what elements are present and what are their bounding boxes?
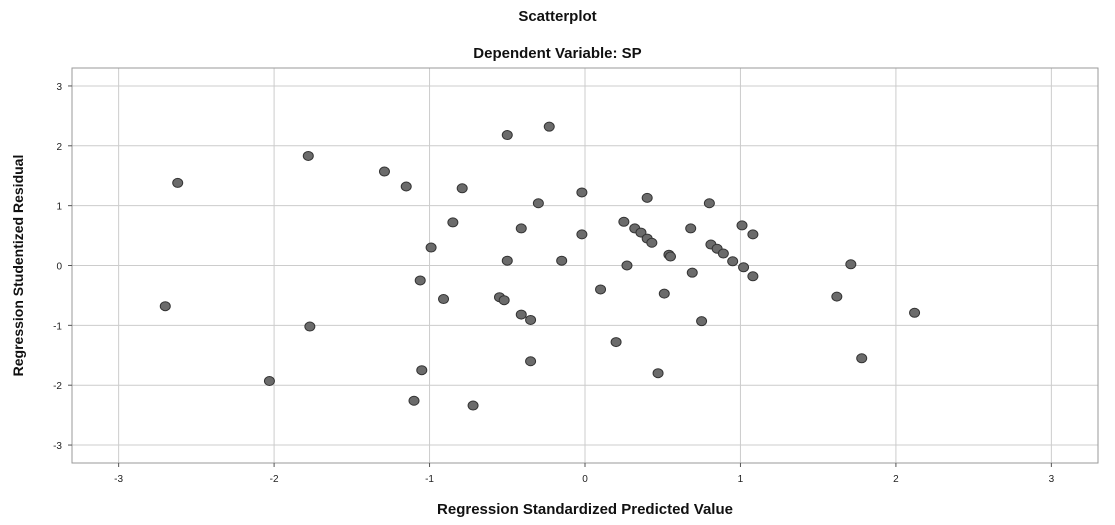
- data-point: [159, 301, 171, 312]
- data-point: [400, 181, 412, 192]
- data-point: [576, 229, 588, 240]
- x-axis-title: Regression Standardized Predicted Value: [437, 501, 733, 518]
- x-tick-label: 1: [738, 474, 744, 485]
- y-tick-label: -3: [53, 441, 62, 452]
- data-point: [646, 237, 658, 248]
- x-tick-label: -3: [114, 474, 123, 485]
- data-point: [845, 259, 857, 270]
- data-point: [447, 217, 459, 228]
- data-point: [686, 267, 698, 278]
- data-point: [525, 314, 537, 325]
- data-point: [621, 260, 633, 271]
- x-tick-label: -2: [270, 474, 279, 485]
- data-point: [635, 227, 647, 238]
- y-tick-label: 2: [56, 142, 62, 153]
- data-point: [595, 284, 607, 295]
- data-point: [456, 183, 468, 194]
- data-point: [515, 309, 527, 320]
- data-point: [498, 295, 510, 306]
- data-point: [378, 166, 390, 177]
- y-tick-label: -2: [53, 381, 62, 392]
- data-point: [501, 255, 513, 266]
- data-point: [408, 395, 420, 406]
- data-point: [515, 223, 527, 234]
- data-point: [304, 321, 316, 332]
- data-point: [263, 376, 275, 387]
- data-point: [641, 192, 653, 203]
- data-point: [696, 316, 708, 327]
- data-point: [665, 251, 676, 262]
- data-point: [532, 198, 544, 209]
- y-tick-label: -1: [53, 321, 62, 332]
- data-point: [652, 368, 664, 379]
- axis-ticks: -3 -2 -1 0 1 2 3 -3 -2 -1 0 1 2 3: [53, 82, 1054, 485]
- data-point: [831, 291, 843, 302]
- data-point: [909, 307, 921, 318]
- data-point: [736, 220, 748, 231]
- data-point: [738, 262, 750, 273]
- data-point: [172, 177, 184, 188]
- data-point: [658, 288, 670, 299]
- data-point: [685, 223, 697, 234]
- data-point: [610, 337, 622, 348]
- data-point: [576, 187, 588, 198]
- data-point: [556, 255, 568, 266]
- x-tick-label: 3: [1049, 474, 1055, 485]
- chart-subtitle: Dependent Variable: SP: [473, 45, 642, 62]
- y-axis-title: Regression Studentized Residual: [10, 155, 26, 377]
- data-point: [501, 130, 513, 141]
- data-point: [438, 294, 450, 305]
- data-point: [717, 248, 729, 259]
- data-point: [543, 121, 555, 132]
- y-tick-label: 3: [56, 82, 62, 93]
- grid-lines: [72, 68, 1098, 463]
- data-point: [703, 198, 715, 209]
- data-point: [747, 271, 759, 282]
- y-tick-label: 1: [56, 202, 62, 213]
- chart-title: Scatterplot: [518, 8, 597, 25]
- data-point: [525, 356, 537, 367]
- x-tick-label: -1: [425, 474, 434, 485]
- data-point: [425, 242, 437, 253]
- data-point: [727, 256, 739, 267]
- data-point: [618, 216, 630, 227]
- data-points: [159, 121, 921, 411]
- data-point: [414, 275, 426, 286]
- x-tick-label: 2: [893, 474, 899, 485]
- data-point: [467, 400, 479, 411]
- data-point: [747, 229, 759, 240]
- y-tick-label: 0: [56, 262, 62, 273]
- data-point: [302, 150, 314, 161]
- x-tick-label: 0: [582, 474, 588, 485]
- data-point: [416, 365, 428, 376]
- data-point: [856, 353, 868, 364]
